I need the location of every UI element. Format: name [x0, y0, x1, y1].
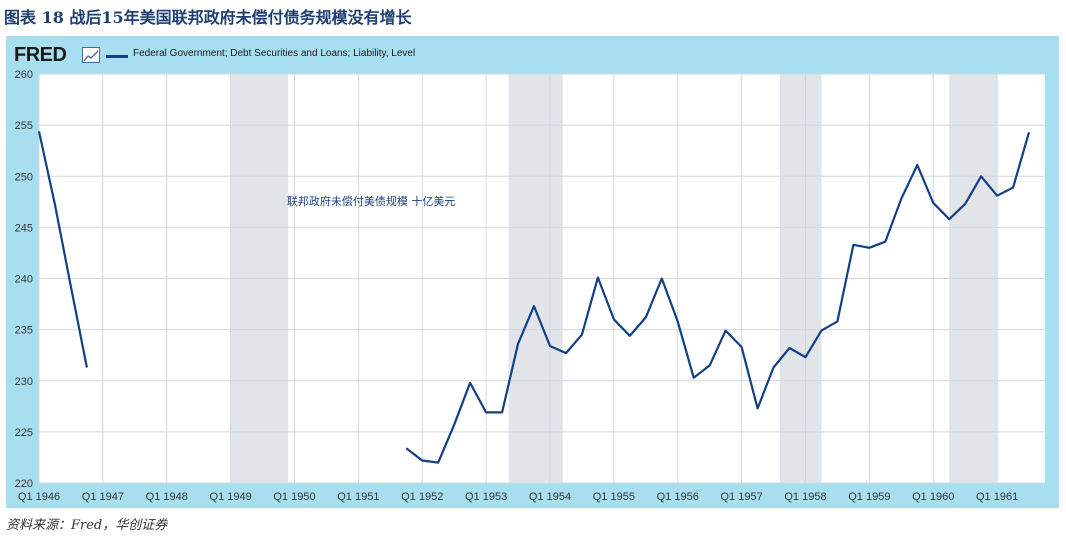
series-line [405, 131, 1031, 464]
y-tick-label: 225 [15, 427, 33, 439]
x-tick-label: Q1 1949 [210, 491, 252, 503]
y-tick-label: 255 [15, 120, 33, 132]
line-chart-icon [82, 47, 100, 63]
line-chart: 220 225 230 235 240 245 250 255 260 Q1 1946 Q1 194… [15, 69, 1045, 503]
x-tick-label: Q1 1960 [912, 491, 954, 503]
legend-swatch [106, 55, 128, 58]
x-tick-label: Q1 1952 [401, 491, 443, 503]
y-tick-label: 250 [15, 171, 33, 183]
x-tick-label: Q1 1951 [337, 491, 379, 503]
y-tick-label: 235 [15, 325, 33, 337]
chart-annotation: 联邦政府未偿付美债规模 十亿美元 [287, 194, 456, 208]
x-tick-label: Q1 1957 [721, 491, 763, 503]
fred-logo[interactable]: FRED [14, 44, 67, 66]
chart-panel: FRED Federal Government; Debt Securities… [6, 36, 1059, 508]
x-tick-label: Q1 1955 [593, 491, 635, 503]
x-tick-label: Q1 1950 [273, 491, 315, 503]
y-tick-label: 245 [15, 222, 33, 234]
y-tick-label: 230 [15, 376, 33, 388]
figure-title: 图表 18 战后15年美国联邦政府未偿付债务规模没有增长 [4, 8, 412, 27]
x-tick-label: Q1 1958 [784, 491, 826, 503]
series-line [37, 131, 88, 368]
x-tick-label: Q1 1956 [657, 491, 699, 503]
y-tick-label: 220 [15, 478, 33, 490]
x-tick-label: Q1 1954 [529, 491, 571, 503]
x-tick-label: Q1 1953 [465, 491, 507, 503]
x-tick-label: Q1 1959 [848, 491, 890, 503]
y-tick-label: 260 [15, 69, 33, 81]
y-tick-label: 240 [15, 274, 33, 286]
x-tick-label: Q1 1947 [82, 491, 124, 503]
x-tick-label: Q1 1946 [18, 491, 60, 503]
x-tick-label: Q1 1961 [976, 491, 1018, 503]
source-note: 资料来源：Fred，华创证券 [6, 518, 168, 533]
x-tick-label: Q1 1948 [146, 491, 188, 503]
legend-label: Federal Government; Debt Securities and … [133, 48, 416, 59]
